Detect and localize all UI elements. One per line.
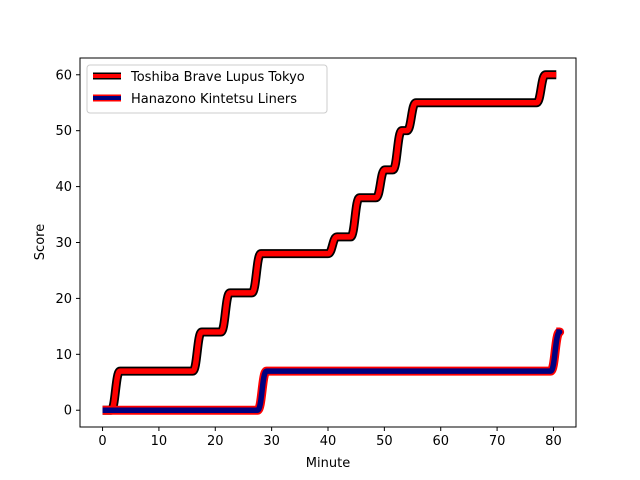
- x-tick-label: 70: [489, 434, 506, 449]
- x-axis-label: Minute: [306, 456, 350, 471]
- x-tick-label: 40: [320, 434, 337, 449]
- x-tick-label: 0: [98, 434, 106, 449]
- legend-label-0: Toshiba Brave Lupus Tokyo: [130, 70, 305, 85]
- series-1-line: [102, 329, 563, 413]
- x-tick-label: 60: [432, 434, 449, 449]
- y-axis-label: Score: [33, 224, 48, 260]
- legend: Toshiba Brave Lupus Tokyo Hanazono Kinte…: [86, 64, 328, 114]
- y-tick-label: 30: [55, 236, 72, 251]
- y-tick-label: 20: [55, 292, 72, 307]
- y-tick-label: 0: [64, 404, 72, 419]
- x-tick-label: 30: [263, 434, 280, 449]
- x-tick-label: 80: [545, 434, 562, 449]
- series-0-line: [102, 72, 557, 413]
- legend-box: [86, 64, 328, 114]
- y-tick-label: 50: [55, 124, 72, 139]
- x-tick-label: 20: [207, 434, 224, 449]
- x-tick-label: 10: [151, 434, 168, 449]
- y-tick-label: 10: [55, 348, 72, 363]
- y-tick-label: 60: [55, 68, 72, 83]
- x-tick-label: 50: [376, 434, 393, 449]
- legend-label-1: Hanazono Kintetsu Liners: [131, 92, 297, 107]
- y-tick-label: 40: [55, 180, 72, 195]
- plot-area: [80, 58, 576, 427]
